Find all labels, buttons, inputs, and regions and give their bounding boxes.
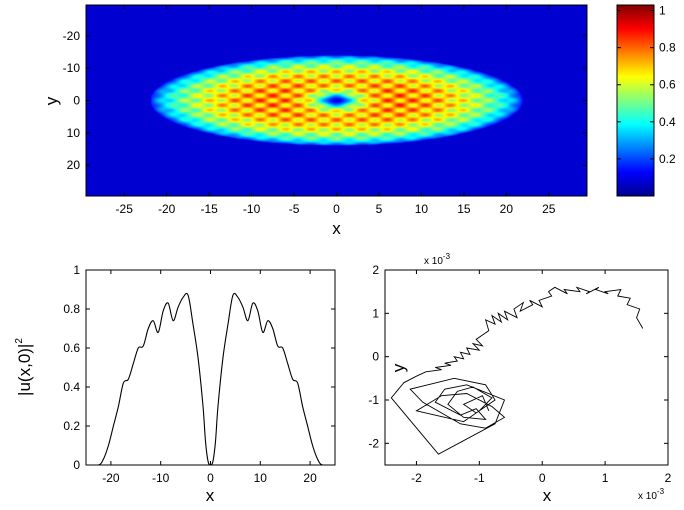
y-tick-label: 1 <box>372 306 379 320</box>
x-tick-label: -20 <box>158 202 176 216</box>
y-tick-label: 1 <box>73 263 80 277</box>
profile-ylabel: |u(x,0)|2 <box>14 338 34 396</box>
colorbar-tick-label: 0.2 <box>659 152 676 166</box>
trajectory-ticks: -2 -1 0 1 2 -2 -1 0 1 2 <box>368 263 671 485</box>
x-tick-label: -1 <box>474 471 485 485</box>
y-tick-label: 0.2 <box>63 419 80 433</box>
trajectory-y-multiplier: x 10-3 <box>424 252 451 267</box>
x-tick-label: -5 <box>289 202 300 216</box>
heatmap-ticks: -25 -20 -15 -10 -5 0 5 10 15 20 25 -20 -10 0 10 20 <box>63 5 587 216</box>
x-tick-label: 0 <box>539 471 546 485</box>
heatmap-panel: -25 -20 -15 -10 -5 0 5 10 15 20 25 -20 -10 0 10 20 x y <box>42 4 588 238</box>
colorbar-tick-label: 0.8 <box>659 41 676 55</box>
profile-series-line <box>86 292 335 465</box>
trajectory-series-line <box>390 286 644 455</box>
x-tick-label: -10 <box>243 202 261 216</box>
y-tick-label: 2 <box>372 263 379 277</box>
x-tick-label: 2 <box>665 471 672 485</box>
y-tick-label: 0.8 <box>63 302 80 316</box>
colorbar-tick-label: 1 <box>659 4 666 18</box>
x-tick-label: 10 <box>415 202 429 216</box>
x-tick-label: -15 <box>200 202 218 216</box>
profile-panel: -20 -10 0 10 20 0 0.2 0.4 0.6 0.8 1 x |u(x,0)|2 <box>14 263 336 505</box>
trajectory-ylabel: y <box>389 363 408 372</box>
y-tick-label: -2 <box>368 436 379 450</box>
x-tick-label: -25 <box>116 202 134 216</box>
x-tick-label: 20 <box>500 202 514 216</box>
colorbar-ticks: 0.2 0.4 0.6 0.8 1 <box>617 4 676 166</box>
x-tick-label: 25 <box>542 202 556 216</box>
y-tick-label: 0.6 <box>63 341 80 355</box>
y-tick-label: 0 <box>73 458 80 472</box>
x-tick-label: -2 <box>411 471 422 485</box>
y-tick-label: 0 <box>372 350 379 364</box>
x-tick-label: 10 <box>254 471 268 485</box>
heatmap-ylabel: y <box>42 96 61 105</box>
y-tick-label: 10 <box>67 126 81 140</box>
y-tick-label: -10 <box>63 61 81 75</box>
y-tick-label: 0.4 <box>63 380 80 394</box>
trajectory-axes-box <box>384 269 669 466</box>
trajectory-xlabel: x <box>543 486 552 505</box>
x-tick-label: -10 <box>152 471 170 485</box>
colorbar-gradient <box>616 4 655 197</box>
x-tick-label: 0 <box>207 471 214 485</box>
colorbar-tick-label: 0.6 <box>659 78 676 92</box>
y-tick-label: 20 <box>67 158 81 172</box>
x-tick-label: 1 <box>602 471 609 485</box>
heatmap-xlabel: x <box>332 219 341 238</box>
x-tick-label: 20 <box>303 471 317 485</box>
trajectory-x-multiplier: x 10-3 <box>638 487 665 502</box>
colorbar-tick-label: 0.4 <box>659 115 676 129</box>
profile-axes-box <box>85 269 336 466</box>
trajectory-panel: -2 -1 0 1 2 -2 -1 0 1 2 x y x 10-3 x 10-3 <box>368 252 671 505</box>
y-tick-label: -20 <box>63 29 81 43</box>
y-tick-label: -1 <box>368 393 379 407</box>
x-tick-label: -20 <box>102 471 120 485</box>
profile-ticks: -20 -10 0 10 20 0 0.2 0.4 0.6 0.8 1 <box>63 263 335 485</box>
x-tick-label: 15 <box>457 202 471 216</box>
colorbar: 0.2 0.4 0.6 0.8 1 <box>616 4 676 197</box>
x-tick-label: 0 <box>333 202 340 216</box>
profile-xlabel: x <box>206 486 215 505</box>
x-tick-label: 5 <box>376 202 383 216</box>
heatmap-image <box>86 5 587 196</box>
y-tick-label: 0 <box>73 94 80 108</box>
